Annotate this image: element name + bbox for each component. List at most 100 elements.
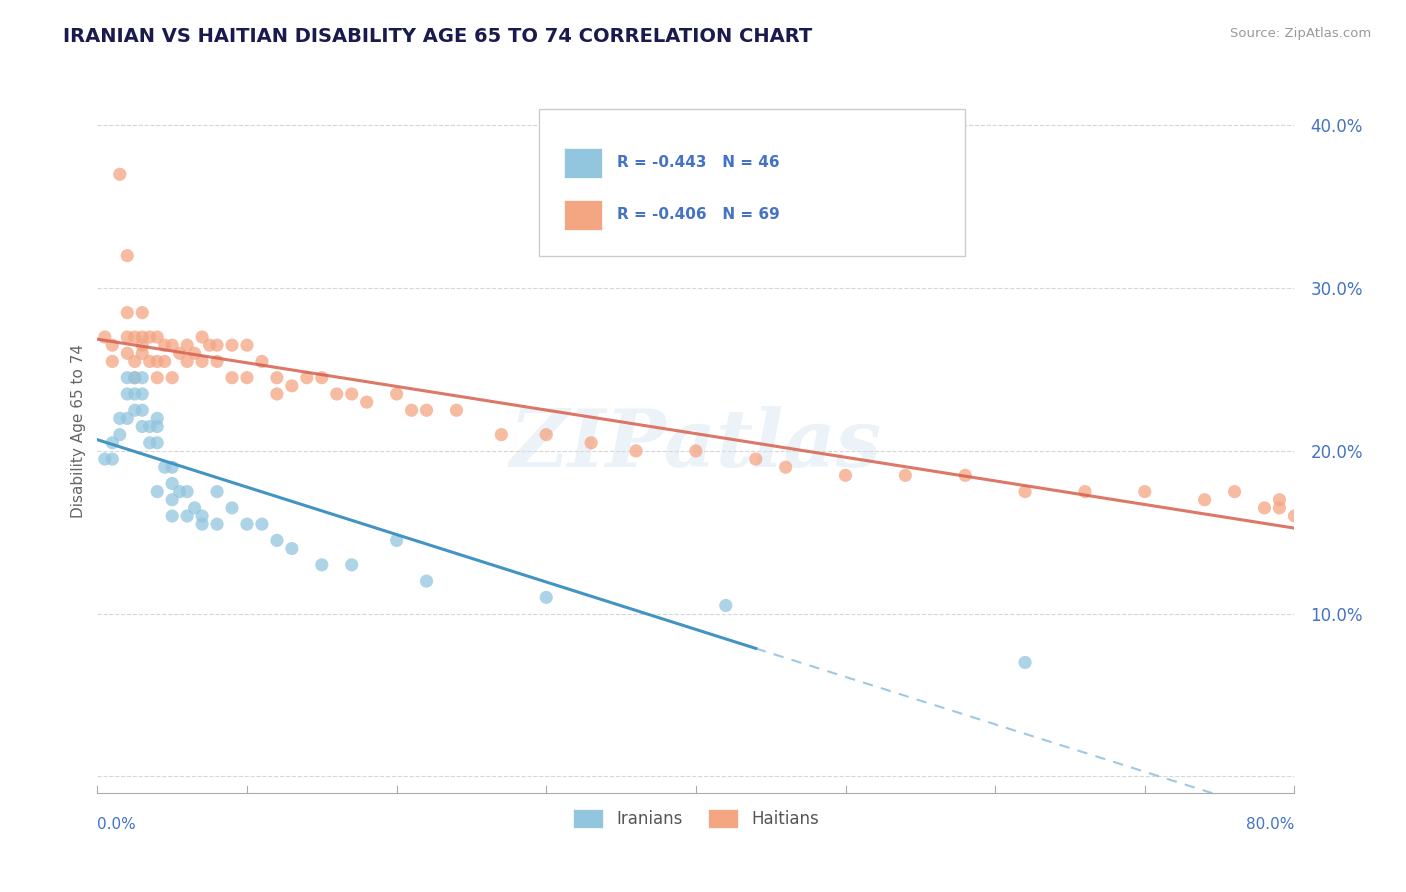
Point (1074, 484, 1097, 499)
Point (160, 508, 183, 523)
Point (124, 330, 146, 344)
Point (191, 354, 214, 368)
Point (191, 517, 214, 532)
Point (183, 500, 205, 515)
Point (131, 419, 153, 434)
Point (176, 338, 198, 352)
Point (205, 517, 228, 532)
Point (131, 338, 153, 352)
Point (138, 419, 160, 434)
Point (153, 338, 176, 352)
Point (1194, 492, 1216, 507)
Point (401, 403, 423, 417)
Point (311, 370, 333, 384)
Point (1223, 484, 1246, 499)
Text: 0.0%: 0.0% (97, 817, 136, 832)
Point (124, 370, 146, 384)
Point (117, 330, 139, 344)
Point (894, 468, 917, 483)
Text: Source: ZipAtlas.com: Source: ZipAtlas.com (1230, 27, 1371, 40)
Point (124, 370, 146, 384)
Point (146, 484, 169, 499)
Point (146, 435, 169, 450)
Point (340, 387, 363, 401)
Point (415, 403, 437, 417)
Point (101, 354, 124, 368)
Point (236, 338, 259, 352)
Point (191, 508, 214, 523)
Point (146, 370, 169, 384)
Text: R = -0.443   N = 46: R = -0.443 N = 46 (617, 155, 779, 170)
Point (250, 354, 273, 368)
Point (1284, 508, 1306, 523)
Point (138, 330, 160, 344)
Point (146, 330, 169, 344)
Point (415, 574, 437, 588)
Point (340, 558, 363, 572)
Point (108, 427, 131, 442)
Point (1014, 656, 1036, 670)
Point (138, 435, 160, 450)
Point (169, 484, 191, 499)
Point (117, 346, 139, 360)
Point (153, 460, 176, 475)
Point (160, 338, 183, 352)
Point (775, 460, 797, 475)
Point (281, 379, 304, 393)
Point (1253, 500, 1275, 515)
FancyBboxPatch shape (538, 109, 965, 256)
Point (311, 558, 333, 572)
Point (153, 354, 176, 368)
Point (205, 338, 228, 352)
Point (160, 370, 183, 384)
Point (131, 346, 153, 360)
Point (579, 435, 602, 450)
Point (385, 533, 408, 548)
Point (131, 387, 153, 401)
Point (146, 354, 169, 368)
Point (101, 338, 124, 352)
Point (101, 435, 124, 450)
Point (205, 484, 228, 499)
Point (117, 305, 139, 319)
Point (624, 444, 647, 458)
Point (221, 370, 243, 384)
Point (1268, 492, 1291, 507)
Point (191, 330, 214, 344)
FancyBboxPatch shape (564, 148, 602, 178)
Point (160, 460, 183, 475)
Text: IRANIAN VS HAITIAN DISABILITY AGE 65 TO 74 CORRELATION CHART: IRANIAN VS HAITIAN DISABILITY AGE 65 TO … (63, 27, 813, 45)
Point (221, 338, 243, 352)
Point (131, 370, 153, 384)
Point (108, 411, 131, 425)
Point (281, 541, 304, 556)
Legend: Iranians, Haitians: Iranians, Haitians (567, 803, 825, 835)
Point (124, 403, 146, 417)
Point (146, 419, 169, 434)
Point (124, 387, 146, 401)
Point (124, 354, 146, 368)
Point (536, 427, 558, 442)
Point (446, 403, 468, 417)
Point (131, 403, 153, 417)
Point (356, 395, 378, 409)
Point (117, 249, 139, 263)
Point (94, 330, 117, 344)
Text: ZIPatlas: ZIPatlas (510, 407, 882, 483)
Point (266, 533, 288, 548)
Text: R = -0.406   N = 69: R = -0.406 N = 69 (617, 208, 779, 222)
Point (117, 370, 139, 384)
Point (117, 387, 139, 401)
Point (131, 330, 153, 344)
Point (94, 452, 117, 467)
Point (236, 370, 259, 384)
Point (714, 599, 737, 613)
Point (108, 167, 131, 181)
Point (138, 354, 160, 368)
Point (176, 508, 198, 523)
Point (326, 387, 349, 401)
Point (183, 346, 205, 360)
Point (834, 468, 856, 483)
Point (536, 591, 558, 605)
Point (176, 484, 198, 499)
